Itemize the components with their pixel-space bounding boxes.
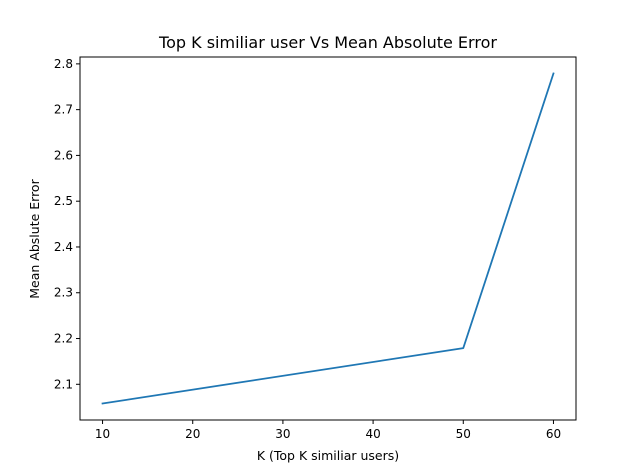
y-axis-label: Mean Abslute Error: [27, 178, 42, 298]
y-tick-label: 2.3: [54, 286, 73, 300]
y-tick-label: 2.5: [54, 194, 73, 208]
y-tick-label: 2.6: [54, 148, 73, 162]
x-tick-label: 10: [95, 427, 110, 441]
y-tick-label: 2.4: [54, 240, 73, 254]
y-tick-label: 2.7: [54, 103, 73, 117]
plot-area: [101, 72, 555, 405]
y-tick-label: 2.1: [54, 377, 73, 391]
y-tick-label: 2.8: [54, 57, 73, 71]
axes-frame: [79, 56, 577, 421]
chart-title: Top K similiar user Vs Mean Absolute Err…: [158, 33, 497, 52]
x-tick-label: 60: [546, 427, 561, 441]
x-tick-label: 30: [275, 427, 290, 441]
x-axis-label: K (Top K similiar users): [257, 448, 399, 463]
x-tick-label: 40: [365, 427, 380, 441]
x-tick-label: 20: [185, 427, 200, 441]
y-tick-label: 2.2: [54, 332, 73, 346]
x-tick-label: 50: [456, 427, 471, 441]
axis-ticks: 10 20 30 40 50 60 2.1 2.2 2.3 2.4 2.5 2.6 2.7 2.8: [54, 57, 561, 441]
series-line: [101, 72, 555, 405]
